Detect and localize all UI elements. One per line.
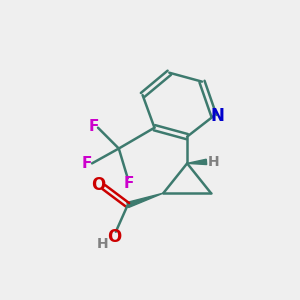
Text: F: F [82,156,92,171]
Polygon shape [127,193,164,208]
Text: F: F [124,176,134,191]
Text: F: F [88,119,99,134]
Polygon shape [187,159,207,165]
Text: N: N [211,107,224,125]
Text: O: O [92,176,106,194]
Text: O: O [107,228,122,246]
Text: H: H [97,237,108,250]
Text: H: H [208,155,219,169]
